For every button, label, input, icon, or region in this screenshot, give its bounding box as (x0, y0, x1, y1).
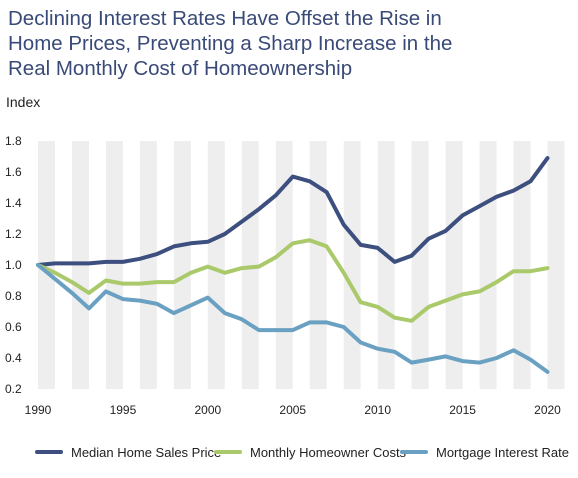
y-axis-label: Index (6, 94, 41, 110)
chart-title-line: Declining Interest Rates Have Offset the… (8, 7, 442, 30)
grid-band (173, 141, 191, 389)
grid-band (513, 141, 531, 389)
legend-swatch (35, 450, 63, 454)
x-tick-label: 2010 (364, 403, 391, 417)
series-line-mortgage-interest-rate (36, 263, 550, 374)
legend-swatch (214, 450, 242, 454)
legend: Median Home Sales Price Monthly Homeowne… (0, 440, 578, 470)
grid-band (411, 141, 429, 389)
grid-band (377, 141, 395, 389)
grid-band (479, 141, 497, 389)
grid-band (105, 141, 123, 389)
x-tick-label: 1995 (110, 403, 137, 417)
grid-band (275, 141, 293, 389)
y-tick-label: 0.2 (5, 382, 22, 396)
y-tick-label: 0.6 (5, 320, 22, 334)
y-tick-label: 1.2 (5, 227, 22, 241)
legend-label: Monthly Homeowner Costs (250, 444, 407, 460)
x-tick-label: 2015 (449, 403, 476, 417)
grid-band (547, 141, 565, 389)
chart-title-line: Real Monthly Cost of Homeownership (8, 57, 353, 80)
y-tick-label: 1.4 (5, 196, 22, 210)
legend-label: Mortgage Interest Rate (436, 444, 569, 460)
legend-item-mortgage-interest-rate: Mortgage Interest Rate (400, 440, 569, 464)
grid-band (309, 141, 327, 389)
grid-band (207, 141, 225, 389)
y-tick-label: 1.6 (5, 165, 22, 179)
legend-label: Median Home Sales Price (71, 444, 222, 460)
x-tick-label: 2020 (534, 403, 561, 417)
legend-swatch (400, 450, 428, 454)
grid-band (139, 141, 157, 389)
chart-title: Declining Interest Rates Have Offset the… (8, 6, 568, 81)
y-tick-label: 0.8 (5, 289, 22, 303)
x-tick-label: 1990 (25, 403, 52, 417)
grid-band (343, 141, 361, 389)
x-tick-label: 2000 (194, 403, 221, 417)
series-line-monthly-homeowner-costs (36, 238, 550, 323)
grid-band (445, 141, 463, 389)
y-tick-label: 1.0 (5, 258, 22, 272)
y-tick-label: 1.8 (5, 134, 22, 148)
chart-title-line: Home Prices, Preventing a Sharp Increase… (8, 32, 453, 55)
legend-item-monthly-homeowner-costs: Monthly Homeowner Costs (214, 440, 406, 464)
series-line-median-home-sales-price (36, 156, 550, 267)
y-tick-label: 0.4 (5, 351, 22, 365)
legend-item-median-home-sales-price: Median Home Sales Price (35, 440, 221, 464)
x-tick-label: 2005 (279, 403, 306, 417)
